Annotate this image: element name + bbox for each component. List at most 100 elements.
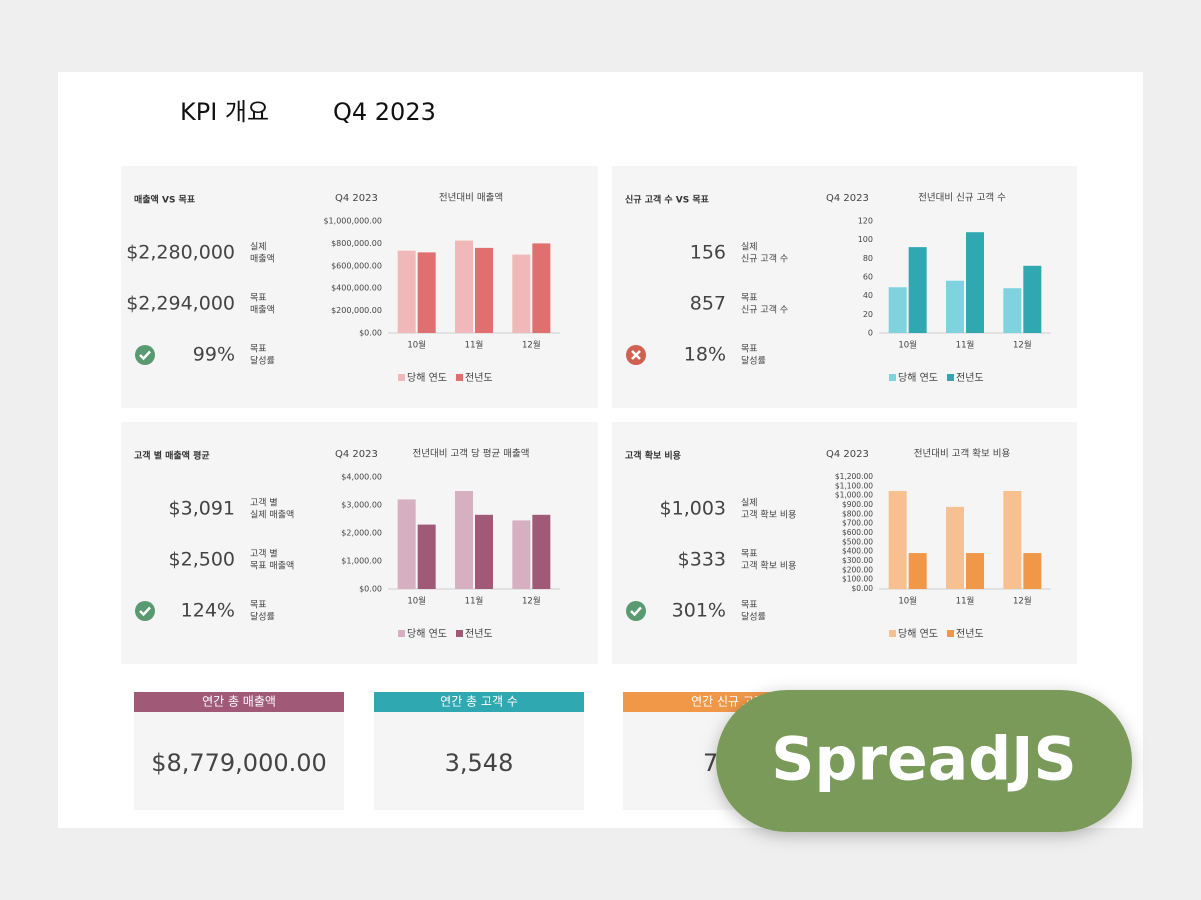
- kpi-value: 301%: [672, 600, 726, 622]
- kpi-value: 99%: [193, 344, 235, 366]
- kpi-label: 고객 확보 비용: [741, 509, 796, 521]
- kpi-value: 18%: [684, 344, 726, 366]
- kpi-panel: [612, 422, 1077, 664]
- bar: [455, 240, 473, 333]
- legend-swatch: [398, 630, 405, 637]
- legend-label: 전년도: [465, 628, 493, 640]
- y-tick-label: $200.00: [842, 565, 873, 574]
- kpi-value: 124%: [181, 600, 235, 622]
- status-icon-ok: [626, 601, 646, 621]
- bar: [475, 514, 493, 589]
- y-tick-label: 40: [863, 291, 873, 300]
- bar: [512, 520, 531, 589]
- bar: [512, 254, 531, 333]
- y-tick-label: $1,000.00: [835, 491, 873, 500]
- kpi-label: 실제 매출액: [250, 509, 294, 521]
- y-tick-label: $200,000.00: [331, 306, 382, 315]
- y-tick-label: $4,000.00: [341, 473, 382, 482]
- kpi-label: 신규 고객 수: [741, 254, 788, 265]
- y-tick-label: $3,000.00: [341, 501, 382, 510]
- kpi-label: 목표: [250, 344, 267, 355]
- y-tick-label: $1,200.00: [835, 472, 873, 481]
- kpi-label: 목표: [250, 293, 267, 304]
- x-tick-label: 12월: [1013, 340, 1032, 351]
- y-tick-label: $800,000.00: [331, 239, 382, 248]
- check-mark: [630, 606, 642, 617]
- kpi-label: 목표: [741, 293, 758, 304]
- legend-swatch: [456, 630, 463, 637]
- legend-swatch: [456, 374, 463, 381]
- card-header: [134, 692, 344, 712]
- card-value: 3,548: [445, 749, 514, 777]
- kpi-value: 857: [690, 293, 726, 315]
- kpi-label: 목표: [250, 600, 267, 611]
- x-tick-label: 12월: [1013, 596, 1032, 607]
- y-tick-label: $1,000.00: [341, 557, 382, 566]
- chart-subtitle: Q4 2023: [335, 193, 378, 204]
- y-tick-label: $800.00: [842, 509, 873, 518]
- panel-title: 매출액 VS 목표: [134, 194, 196, 206]
- kpi-value: $333: [678, 549, 726, 571]
- y-tick-label: 0: [868, 329, 873, 338]
- x-tick-label: 10월: [407, 596, 426, 607]
- bar: [1023, 265, 1042, 333]
- legend-swatch: [398, 374, 405, 381]
- card-value: $8,779,000.00: [151, 749, 327, 777]
- y-tick-label: $300.00: [842, 556, 873, 565]
- cross-mark: [631, 350, 641, 360]
- x-tick-label: 11월: [956, 340, 975, 351]
- kpi-label: 달성률: [741, 611, 766, 623]
- y-tick-label: $0.00: [359, 585, 382, 594]
- bar: [946, 280, 964, 333]
- legend-label: 당해 연도: [407, 627, 447, 640]
- kpi-value: $2,500: [169, 549, 235, 571]
- bar: [908, 247, 927, 333]
- badge: [716, 690, 1132, 832]
- bar: [908, 553, 927, 589]
- chart-subtitle: Q4 2023: [826, 449, 869, 460]
- y-tick-label: $400.00: [842, 547, 873, 556]
- chart-title: 전년대비 신규 고객 수: [918, 193, 1006, 204]
- kpi-label: 실제: [250, 242, 267, 253]
- kpi-label: 매출액: [250, 253, 275, 265]
- y-tick-label: $0.00: [359, 329, 382, 338]
- y-tick-label: 20: [863, 310, 873, 319]
- card-title: 연간 총 고객 수: [440, 695, 518, 709]
- bar: [1003, 491, 1022, 589]
- status-icon-ok: [135, 345, 155, 365]
- bar: [1023, 553, 1042, 589]
- y-tick-label: $700.00: [842, 519, 873, 528]
- check-mark: [139, 350, 151, 361]
- kpi-panel: [612, 166, 1077, 408]
- bar: [888, 491, 907, 589]
- y-tick-label: $100.00: [842, 575, 873, 584]
- kpi-label: 목표: [741, 344, 758, 355]
- y-tick-label: $900.00: [842, 500, 873, 509]
- x-tick-label: 10월: [407, 340, 426, 351]
- bar: [946, 506, 964, 589]
- y-tick-label: 60: [863, 273, 873, 282]
- kpi-label: 목표: [741, 549, 758, 560]
- kpi-value: $2,294,000: [126, 293, 235, 315]
- kpi-label: 고객 별: [250, 549, 278, 560]
- legend-label: 전년도: [465, 372, 493, 384]
- kpi-value: $3,091: [169, 498, 235, 520]
- panel-title: 고객 확보 비용: [625, 450, 681, 462]
- x-tick-label: 10월: [898, 596, 917, 607]
- kpi-label: 목표 매출액: [250, 560, 294, 572]
- legend-swatch: [947, 374, 954, 381]
- y-tick-label: $600.00: [842, 528, 873, 537]
- x-tick-label: 12월: [522, 596, 541, 607]
- legend-label: 전년도: [956, 372, 984, 384]
- bar: [475, 247, 493, 333]
- legend-swatch: [889, 630, 896, 637]
- kpi-label: 실제: [741, 498, 758, 509]
- y-tick-label: 120: [858, 217, 873, 226]
- y-tick-label: $600,000.00: [331, 261, 382, 270]
- chart-subtitle: Q4 2023: [826, 193, 869, 204]
- bar: [417, 252, 436, 333]
- kpi-label: 신규 고객 수: [741, 305, 788, 316]
- y-tick-label: $2,000.00: [341, 529, 382, 538]
- bar: [1003, 288, 1022, 333]
